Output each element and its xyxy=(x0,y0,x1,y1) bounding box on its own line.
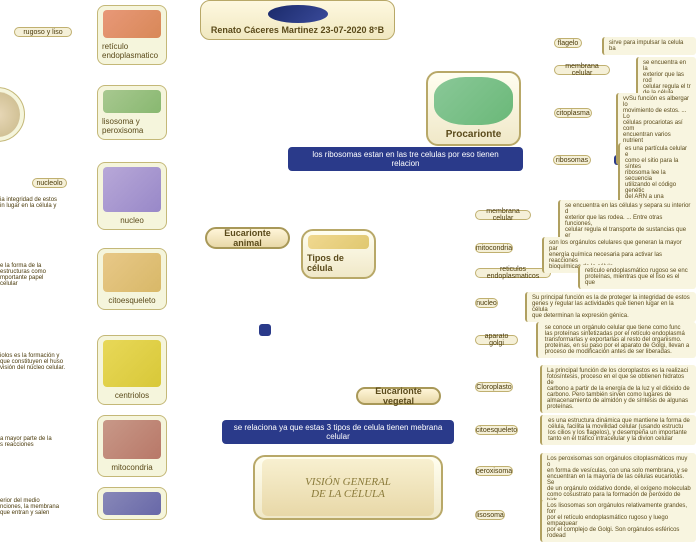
vision-general-label: VISIÓN GENERALDE LA CÉLULA xyxy=(262,459,435,516)
edge-text-3: iolos es la formación yque constituyen e… xyxy=(0,353,90,371)
desc-reticulos: retículo endoplasmático rugoso se encpro… xyxy=(578,265,696,289)
label-cloroplasto[interactable]: Cloroplasto xyxy=(475,382,513,392)
center-label: Tipos de célula xyxy=(305,251,372,275)
img-bottom[interactable] xyxy=(97,487,167,520)
img-nucleo[interactable]: nucleo xyxy=(97,162,167,230)
label-rugoso-liso[interactable]: rugoso y liso xyxy=(14,27,72,37)
eucarionte-animal-node[interactable]: Eucarionte animal xyxy=(205,227,290,249)
label-membrana2[interactable]: membrana celular xyxy=(475,210,531,220)
ribosomas-relation-bar: los ribosomas estan en las tre celulas p… xyxy=(288,147,523,171)
label-peroxisoma[interactable]: peroxisoma xyxy=(475,466,513,476)
label-flagelo[interactable]: flagelo xyxy=(554,38,582,48)
eucarionte-vegetal-label: Eucarionte vegetal xyxy=(366,386,431,406)
label-nucleo2[interactable]: nucleo xyxy=(475,298,498,308)
desc-peroxisoma: Los peroxisomas son orgánulos citoplasmá… xyxy=(540,453,696,507)
center-tipos-celula[interactable]: Tipos de célula xyxy=(301,229,376,279)
edge-text-4: a mayor parte de las reacciones xyxy=(0,436,65,448)
procarionte-label: Procarionte xyxy=(444,127,504,142)
label-citoesqueleto2[interactable]: citoesqueleto xyxy=(475,425,518,435)
desc-cloroplasto: La principal función de los cloroplastos… xyxy=(540,365,696,413)
membrana-relation-bar: se relaciona ya que estas 3 tipos de cel… xyxy=(222,420,454,444)
label-mitocondria2[interactable]: mitocondria xyxy=(475,243,513,253)
desc-aparato-golgi: se conoce un orgánulo celular que tiene … xyxy=(536,322,696,358)
procarionte-node[interactable]: Procarionte xyxy=(426,71,521,146)
title-box: Renato Cáceres Martinez 23-07-2020 8°B xyxy=(200,0,395,40)
label-ribosomas[interactable]: ribosomas xyxy=(553,155,591,165)
desc-citoesqueleto2: es una estructura dinámica que mantiene … xyxy=(540,415,696,445)
label-citoplasma[interactable]: citoplasma xyxy=(554,108,592,118)
ribosomas-relation-text: los ribosomas estan en las tre celulas p… xyxy=(298,150,513,168)
label-membrana[interactable]: membrana celular xyxy=(554,65,610,75)
img-citoesqueleto[interactable]: citoesqueleto xyxy=(97,248,167,310)
label-nucleolo[interactable]: nucleolo xyxy=(32,178,67,188)
img-partial-left[interactable] xyxy=(0,87,25,142)
author-label: Renato Cáceres Martinez 23-07-2020 8°B xyxy=(211,25,384,35)
edge-text-1: ia integridad de estosin lugar en la cél… xyxy=(0,197,70,209)
img-reticulo[interactable]: retículo endoplasmatico xyxy=(97,5,167,65)
label-reticulos[interactable]: reticulos endoplasmaticos xyxy=(475,268,551,278)
desc-flagelo: sirve para impulsar la celula ba xyxy=(602,37,696,55)
edge-text-2: e la forma de laestructuras comomportant… xyxy=(0,263,65,287)
img-lisosoma[interactable]: lisosoma y peroxisoma xyxy=(97,85,167,140)
desc-lisosoma: Los lisosomas son orgánulos relativament… xyxy=(540,500,696,542)
edge-text-5: erior del medionciones, la membranaque e… xyxy=(0,498,70,516)
eucarionte-animal-label: Eucarionte animal xyxy=(215,228,280,248)
label-aparato-golgi[interactable]: aparato golgi xyxy=(475,335,518,345)
label-lisosoma[interactable]: lisosoma xyxy=(475,510,505,520)
img-mitocondria[interactable]: mitocondria xyxy=(97,415,167,477)
blue-square-1 xyxy=(259,324,271,336)
eucarionte-vegetal-node[interactable]: Eucarionte vegetal xyxy=(356,387,441,405)
membrana-relation-text: se relaciona ya que estas 3 tipos de cel… xyxy=(232,423,444,441)
desc-nucleo2: Su principal función es la de proteger l… xyxy=(525,292,696,322)
img-centriolos[interactable]: centriolos xyxy=(97,335,167,405)
vision-general-node[interactable]: VISIÓN GENERALDE LA CÉLULA xyxy=(253,455,443,520)
